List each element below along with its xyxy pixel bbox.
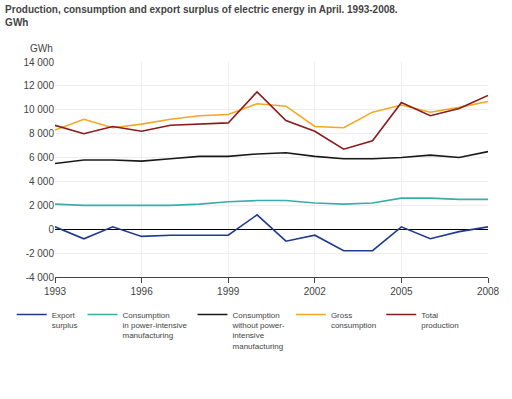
- svg-text:10 000: 10 000: [23, 104, 54, 115]
- svg-text:4 000: 4 000: [29, 176, 54, 187]
- svg-text:1996: 1996: [130, 286, 153, 297]
- svg-text:Production, consumption and ex: Production, consumption and export surpl…: [5, 4, 398, 28]
- svg-text:Grossconsumption: Grossconsumption: [331, 311, 376, 330]
- svg-text:6 000: 6 000: [29, 152, 54, 163]
- svg-text:Consumptionin power-intensivem: Consumptionin power-intensivemanufacturi…: [122, 311, 187, 341]
- svg-text:-2 000: -2 000: [26, 248, 55, 259]
- svg-text:-4 000: -4 000: [26, 272, 55, 283]
- svg-text:2 000: 2 000: [29, 200, 54, 211]
- svg-text:Exportsurplus: Exportsurplus: [52, 311, 78, 330]
- svg-text:Consumptionwithout power-inten: Consumptionwithout power-intensivemanufa…: [232, 311, 285, 351]
- svg-text:Totalproduction: Totalproduction: [421, 311, 458, 330]
- svg-text:1999: 1999: [217, 286, 240, 297]
- svg-text:8 000: 8 000: [29, 128, 54, 139]
- svg-text:14 000: 14 000: [23, 57, 54, 68]
- svg-text:2005: 2005: [390, 286, 413, 297]
- svg-text:2002: 2002: [304, 286, 327, 297]
- svg-text:GWh: GWh: [30, 43, 53, 54]
- svg-text:0: 0: [48, 224, 54, 235]
- svg-text:2008: 2008: [477, 286, 500, 297]
- svg-text:12 000: 12 000: [23, 80, 54, 91]
- svg-text:1993: 1993: [44, 286, 67, 297]
